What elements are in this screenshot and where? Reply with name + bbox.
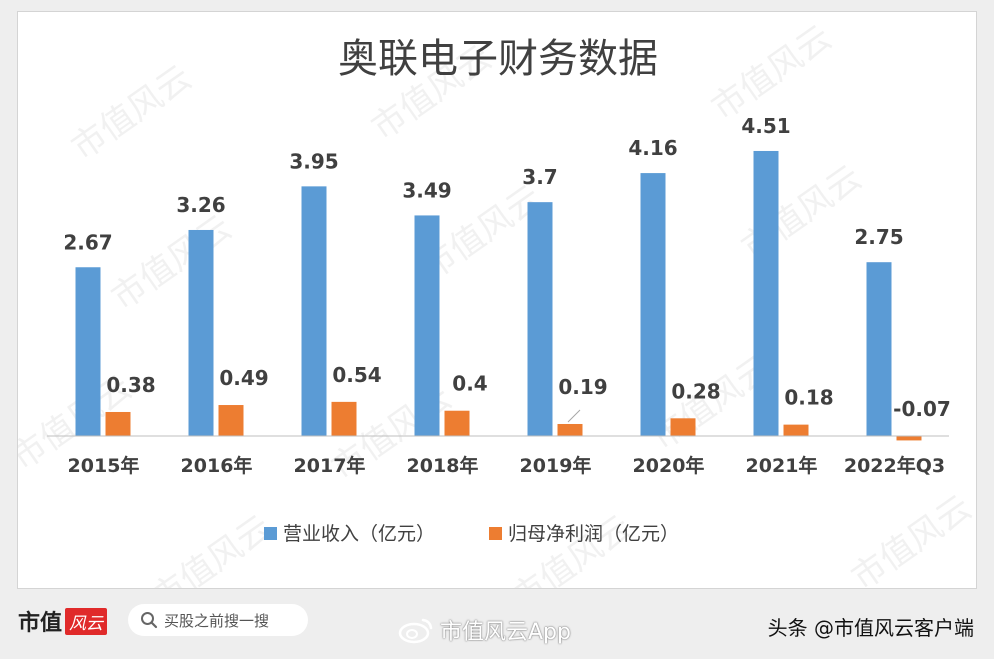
revenue-bar xyxy=(640,173,666,436)
net-profit-data-label: 0.38 xyxy=(106,373,155,397)
net-profit-bar xyxy=(557,423,583,436)
revenue-bar xyxy=(75,267,101,436)
weibo-icon xyxy=(398,618,433,644)
legend-label: 归母净利润（亿元） xyxy=(508,523,679,545)
legend-label: 营业收入（亿元） xyxy=(283,523,435,545)
net-profit-data-label: 0.19 xyxy=(558,375,607,399)
search-box[interactable]: 买股之前搜一搜 xyxy=(128,604,308,636)
revenue-data-label: 3.26 xyxy=(176,193,225,217)
search-placeholder: 买股之前搜一搜 xyxy=(164,611,270,630)
revenue-data-label: 3.95 xyxy=(289,149,338,173)
revenue-data-label: 3.49 xyxy=(402,178,451,202)
revenue-data-label: 2.67 xyxy=(63,230,112,254)
x-tick-label: 2020年 xyxy=(633,454,705,477)
brand-logo: 市值 风云 xyxy=(18,606,108,636)
revenue-bar xyxy=(527,202,553,436)
x-tick-label: 2019年 xyxy=(520,454,592,477)
credit-text: 头条 @市值风云客户端 xyxy=(767,616,974,640)
brand-badge: 风云 xyxy=(65,607,108,635)
net-profit-bar xyxy=(331,401,357,436)
watermark-text: 市值风云 xyxy=(105,208,239,319)
x-tick-label: 2015年 xyxy=(68,454,140,477)
legend-swatch xyxy=(489,527,502,540)
watermark-text: 市值风云 xyxy=(65,58,199,169)
net-profit-bar xyxy=(896,436,922,441)
net-profit-bar xyxy=(783,424,809,436)
search-icon xyxy=(141,612,158,629)
revenue-data-label: 2.75 xyxy=(854,225,903,249)
watermark-text: 市值风云 xyxy=(845,488,976,588)
x-tick-label: 2022年Q3 xyxy=(844,454,945,477)
watermark-text: 市值风云 xyxy=(705,18,839,129)
app-name: 市值风云App xyxy=(440,620,571,645)
revenue-data-label: 3.7 xyxy=(522,165,557,189)
net-profit-data-label: 0.28 xyxy=(671,379,720,403)
plot-area: 2015年 2.67 0.38 2016年 3.26 0.49 2017年 3.95 0.54 2… xyxy=(63,114,951,477)
x-tick-label: 2021年 xyxy=(746,454,818,477)
x-tick-label: 2018年 xyxy=(407,454,479,477)
revenue-bar xyxy=(866,262,892,436)
footer-bar: 市值 风云 买股之前搜一搜 市值风云App 头条 @市值风云客户端 xyxy=(0,592,994,659)
revenue-data-label: 4.51 xyxy=(741,114,790,138)
revenue-bar xyxy=(414,215,440,436)
net-profit-bar xyxy=(444,410,470,436)
x-tick-label: 2016年 xyxy=(181,454,253,477)
chart-frame: 市值风云 市值风云 市值风云 市值风云 市值风云 市值风云 市值风云 市值风云 市值风云 市值风云… xyxy=(17,11,977,589)
watermark-text: 市值风云 xyxy=(505,508,639,588)
watermark-text: 市值风云 xyxy=(145,508,279,588)
net-profit-data-label: 0.4 xyxy=(452,372,487,396)
revenue-bar xyxy=(301,186,327,436)
legend-swatch xyxy=(264,527,277,540)
net-profit-data-label: 0.49 xyxy=(219,366,268,390)
legend: 营业收入（亿元） 归母净利润（亿元） xyxy=(264,523,679,545)
net-profit-bar xyxy=(670,418,696,436)
brand-name: 市值 xyxy=(18,610,63,636)
revenue-data-label: 4.16 xyxy=(628,136,677,160)
x-tick-label: 2017年 xyxy=(294,454,366,477)
revenue-bar xyxy=(753,150,779,436)
chart-title: 奥联电子财务数据 xyxy=(338,36,658,82)
label-leader-line xyxy=(567,409,581,423)
net-profit-data-label: 0.18 xyxy=(784,386,833,410)
net-profit-data-label: 0.54 xyxy=(332,363,381,387)
net-profit-bar xyxy=(105,411,131,436)
net-profit-bar xyxy=(218,405,244,436)
revenue-bar xyxy=(188,229,214,436)
net-profit-data-label: -0.07 xyxy=(893,397,951,421)
app-watermark: 市值风云App xyxy=(398,614,571,646)
